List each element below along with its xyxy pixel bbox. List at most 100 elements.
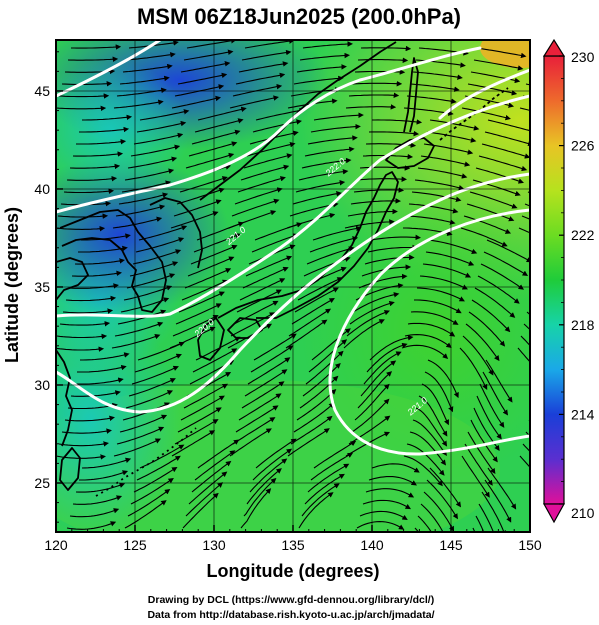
streamline-arrow (311, 328, 351, 361)
streamline-arrow (191, 460, 232, 493)
streamline-arrow (477, 275, 520, 304)
streamline-arrow (429, 467, 462, 508)
streamline-arrow (344, 219, 395, 229)
streamline-arrow (113, 438, 161, 457)
streamline-arrow (481, 143, 530, 159)
streamline-arrow (241, 49, 292, 61)
streamline-arrow (232, 417, 276, 445)
streamline-arrow (79, 126, 130, 133)
streamline-arrow (522, 443, 530, 453)
streamline-arrow (306, 246, 355, 265)
streamline-arrow (408, 203, 459, 214)
streamline-arrow (121, 180, 172, 193)
streamline-arrow (307, 135, 358, 145)
streamline-arrow (130, 477, 174, 505)
streamline-arrow (301, 483, 340, 517)
streamline-arrow (61, 80, 113, 87)
streamline-arrow (72, 151, 124, 157)
streamline-arrow (136, 455, 181, 481)
streamline-arrow (255, 438, 297, 469)
streamline-arrow (185, 482, 224, 517)
streamline-arrow (367, 244, 418, 253)
streamline-arrow (517, 347, 530, 363)
streamline-arrow (56, 225, 106, 232)
streamline-arrow (122, 63, 173, 73)
streamline-arrow (58, 93, 110, 99)
streamline-arrow (186, 40, 237, 49)
streamline-arrow (187, 256, 235, 277)
streamline-arrow (484, 479, 512, 523)
streamline-arrow (236, 289, 282, 313)
streamline-arrow (125, 52, 176, 61)
streamline-arrow (66, 521, 117, 530)
streamline-arrow (238, 61, 289, 73)
streamline-arrow (414, 179, 465, 191)
streamline-arrow (480, 263, 525, 290)
streamline-arrow (237, 176, 286, 193)
streamline-arrow (242, 266, 289, 289)
streamline-arrow (409, 431, 447, 466)
streamline-arrow (313, 112, 364, 121)
streamline-arrow (313, 440, 357, 469)
streamline-arrow (304, 473, 345, 505)
streamline-arrow (252, 448, 293, 481)
streamline-arrow (519, 455, 530, 469)
streamline-arrow (133, 132, 184, 145)
streamline-arrow (175, 303, 222, 325)
streamline-arrow (470, 419, 498, 463)
streamline-arrow (487, 467, 517, 510)
streamline-arrow (119, 75, 170, 85)
streamline-arrow (176, 187, 225, 205)
streamline-arrow (370, 234, 421, 241)
streamline-arrow (365, 488, 415, 498)
colorbar-bottom-arrow (542, 503, 566, 524)
streamline-arrow (118, 192, 169, 205)
streamline-arrow (474, 287, 516, 318)
streamline-arrow (183, 49, 234, 61)
streamline-arrow (246, 142, 296, 157)
x-tick-label: 140 (360, 537, 384, 553)
streamline-arrow (71, 270, 122, 277)
streamline-arrow (483, 251, 529, 276)
streamline-arrow (229, 95, 279, 109)
map-title: MSM 06Z18Jun2025 (200.0hPa) (137, 4, 461, 29)
streamline-arrow (57, 213, 109, 219)
y-tick-label: 25 (34, 475, 50, 491)
streamline-arrow (417, 515, 432, 532)
streamline-arrow (290, 87, 341, 97)
streamline-arrow (360, 360, 397, 397)
wind-streamlines (56, 40, 530, 532)
streamline-arrow (75, 482, 126, 493)
streamline-arrow (349, 300, 395, 325)
streamline-arrow (67, 56, 119, 62)
streamline-arrow (114, 321, 164, 337)
streamline-arrow (241, 381, 285, 409)
streamline-arrow (69, 508, 120, 518)
streamline-arrow (470, 71, 521, 84)
x-axis-ticks: 120 125 130 135 140 145 150 (44, 525, 542, 553)
streamline-arrow (369, 335, 414, 361)
streamline-arrow (117, 309, 167, 325)
streamline-arrow (61, 428, 112, 434)
streamline-arrow (485, 359, 513, 403)
streamline-arrow (351, 398, 390, 433)
streamline-arrow (417, 167, 468, 179)
streamline-arrow (479, 383, 505, 428)
streamline-arrow (465, 323, 500, 362)
colorbar-tick-label: 230 (571, 49, 595, 65)
x-tick-label: 130 (202, 537, 226, 553)
streamline-arrow (171, 95, 222, 109)
streamline-arrow (246, 468, 282, 505)
streamline-arrow (65, 295, 117, 302)
x-tick-label: 120 (44, 537, 68, 553)
streamline-arrow (310, 452, 354, 481)
streamline-arrow (173, 199, 222, 217)
streamline-arrow (116, 426, 165, 445)
streamline-arrow (124, 168, 175, 181)
streamline-arrow (472, 179, 521, 197)
streamline-arrow (486, 239, 530, 263)
streamline-arrow (403, 455, 443, 487)
streamline-arrow (72, 495, 123, 505)
streamline-arrow (425, 251, 475, 266)
streamline-arrow (476, 395, 502, 440)
